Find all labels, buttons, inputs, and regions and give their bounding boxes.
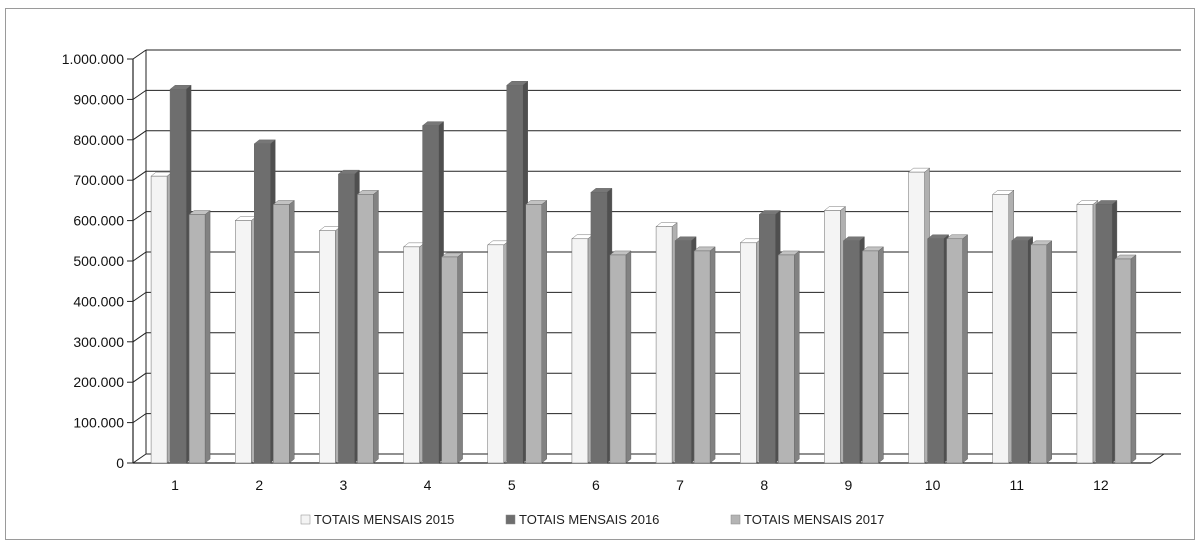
bar xyxy=(253,139,276,464)
chart-frame: 0 100.000 200.000 300.000 400.000 500.000 600.… xyxy=(5,8,1195,540)
x-axis-tick-labels: 1 2 3 4 5 6 7 8 9 10 11 12 xyxy=(171,477,1109,493)
x-axis-tick-label: 3 xyxy=(340,477,348,493)
y-axis-tick-label: 1.000.000 xyxy=(62,51,124,67)
floor-depth-edge xyxy=(1150,453,1165,464)
bar xyxy=(403,242,426,464)
legend-label: TOTAIS MENSAIS 2015 xyxy=(314,512,454,527)
bar xyxy=(441,252,464,464)
bar xyxy=(234,216,257,464)
y-axis-tick-label: 900.000 xyxy=(73,91,124,107)
x-axis-tick-label: 12 xyxy=(1093,477,1109,493)
legend-entry: TOTAIS MENSAIS 2017 xyxy=(730,512,884,527)
x-axis-tick-label: 1 xyxy=(171,477,179,493)
legend-label: TOTAIS MENSAIS 2016 xyxy=(519,512,659,527)
y-axis-tick-label: 300.000 xyxy=(73,334,124,350)
gridline-depth xyxy=(132,251,147,262)
x-axis-tick-label: 4 xyxy=(424,477,432,493)
gridline-depth xyxy=(132,49,147,60)
bar xyxy=(487,240,510,464)
x-axis-tick-label: 8 xyxy=(760,477,768,493)
x-axis-tick-label: 6 xyxy=(592,477,600,493)
bar-chart: 0 100.000 200.000 300.000 400.000 500.000 600.… xyxy=(62,49,1181,527)
bar xyxy=(590,187,613,464)
y-axis-tick-labels: 0 100.000 200.000 300.000 400.000 500.000 600.… xyxy=(62,51,125,471)
y-axis-tick-label: 700.000 xyxy=(73,172,124,188)
axis-layer xyxy=(127,50,1165,464)
gridline-depth xyxy=(132,170,147,181)
bar xyxy=(674,236,697,464)
x-axis-tick-label: 10 xyxy=(925,477,941,493)
bar xyxy=(1011,236,1034,464)
bar xyxy=(169,84,192,464)
bar xyxy=(571,234,594,464)
gridline-depth xyxy=(132,89,147,100)
x-axis-tick-label: 9 xyxy=(845,477,853,493)
bar xyxy=(356,189,379,464)
bar xyxy=(739,238,762,464)
gridline-depth xyxy=(132,453,147,464)
x-axis-tick-label: 5 xyxy=(508,477,516,493)
gridline-depth xyxy=(132,372,147,383)
legend-label: TOTAIS MENSAIS 2017 xyxy=(744,512,884,527)
bar xyxy=(609,250,632,464)
y-axis-tick-label: 600.000 xyxy=(73,213,124,229)
gridline-depth xyxy=(132,130,147,141)
bar xyxy=(758,210,781,464)
y-axis-tick-label: 400.000 xyxy=(73,293,124,309)
bar xyxy=(422,121,445,464)
y-axis-tick-label: 0 xyxy=(116,455,124,471)
x-axis-tick-label: 7 xyxy=(676,477,684,493)
gridline-depth xyxy=(132,211,147,222)
gridline-depth xyxy=(132,291,147,302)
bars-layer xyxy=(150,80,1137,464)
bar xyxy=(908,167,931,464)
bar xyxy=(1095,200,1118,464)
bar xyxy=(842,236,865,464)
bar xyxy=(150,171,173,464)
y-axis-tick-label: 800.000 xyxy=(73,132,124,148)
bar xyxy=(861,246,884,464)
bar xyxy=(506,80,529,464)
bar xyxy=(823,206,846,464)
legend-swatch xyxy=(730,514,741,525)
bar xyxy=(272,200,295,464)
y-axis-tick-label: 500.000 xyxy=(73,253,124,269)
bar xyxy=(1030,240,1053,464)
bar xyxy=(946,234,969,464)
bar xyxy=(693,246,716,464)
bar xyxy=(927,234,950,464)
legend: TOTAIS MENSAIS 2015 TOTAIS MENSAIS 2016 TO… xyxy=(300,512,884,527)
bar xyxy=(525,200,548,464)
bar xyxy=(318,226,341,464)
bar xyxy=(188,210,211,464)
gridline-depth xyxy=(132,413,147,424)
x-axis-tick-label: 11 xyxy=(1009,477,1024,493)
legend-entry: TOTAIS MENSAIS 2015 xyxy=(300,512,454,527)
legend-swatch xyxy=(505,514,516,525)
y-axis-tick-label: 100.000 xyxy=(73,415,124,431)
legend-entry: TOTAIS MENSAIS 2016 xyxy=(505,512,659,527)
bar xyxy=(1114,254,1137,464)
gridline-depth xyxy=(132,332,147,343)
bar xyxy=(337,169,360,464)
bar xyxy=(992,189,1015,464)
legend-swatch xyxy=(300,514,311,525)
bar xyxy=(777,250,800,464)
bar xyxy=(1076,200,1099,464)
x-axis-tick-label: 2 xyxy=(255,477,263,493)
bar xyxy=(655,222,678,464)
y-axis-tick-label: 200.000 xyxy=(73,374,124,390)
